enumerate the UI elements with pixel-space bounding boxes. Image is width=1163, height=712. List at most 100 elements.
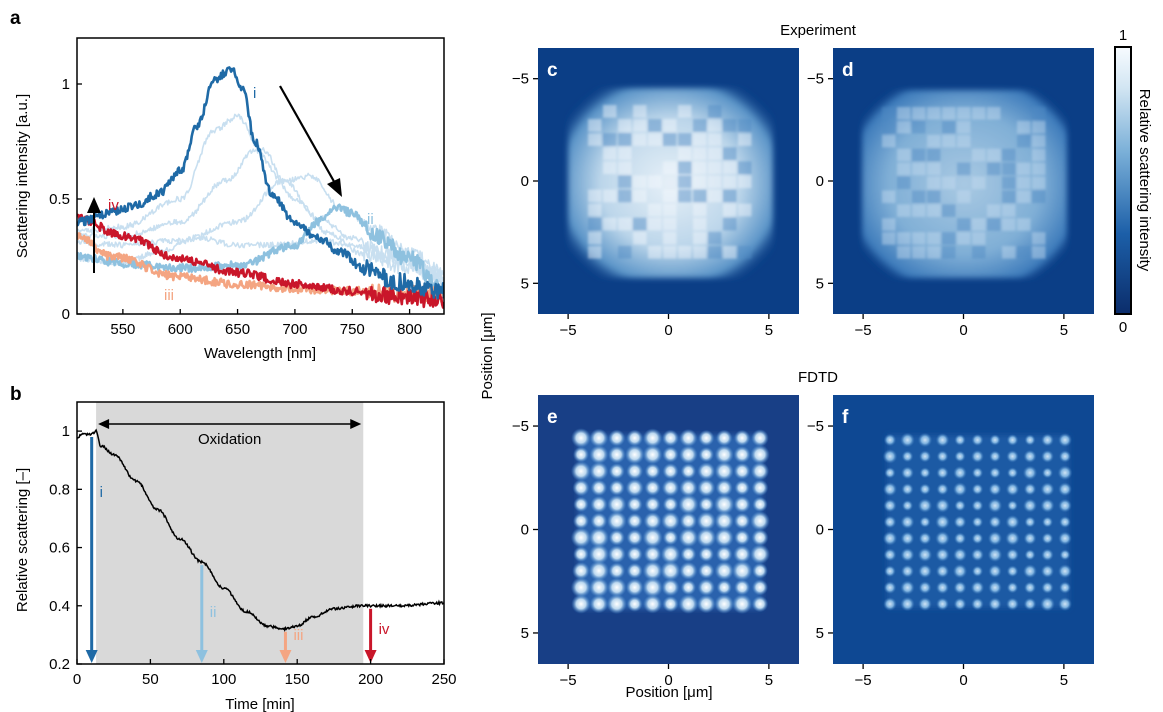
array-dot xyxy=(626,596,643,612)
array-dot xyxy=(1058,498,1072,513)
speckle xyxy=(618,189,632,203)
array-dot xyxy=(679,512,698,530)
spectrum-iv xyxy=(77,213,444,309)
array-dot xyxy=(608,429,626,447)
x-tick-label: 0 xyxy=(73,671,81,688)
speckle xyxy=(957,134,971,148)
array-dot xyxy=(953,597,967,611)
speckle xyxy=(693,175,707,189)
array-dot xyxy=(883,515,897,529)
array-dot xyxy=(989,450,1001,463)
array-dot xyxy=(900,564,915,578)
array-dot xyxy=(679,478,698,497)
array-dot xyxy=(900,580,915,595)
speckle xyxy=(633,189,647,203)
array-dot xyxy=(589,428,609,448)
array-dot xyxy=(589,445,609,465)
array-dot xyxy=(954,434,966,446)
speckle xyxy=(738,161,752,175)
speckle xyxy=(618,245,632,259)
map-e-dots xyxy=(570,428,770,615)
y-tick-label: 0.6 xyxy=(49,540,70,557)
array-dot xyxy=(678,494,699,515)
array-dot xyxy=(883,581,897,594)
array-dot xyxy=(901,450,914,463)
speckle xyxy=(882,134,896,148)
array-dot xyxy=(662,429,679,447)
experiment-title: Experiment xyxy=(780,22,857,39)
panel-a-x-ticks: 550 600 650 700 750 800 xyxy=(110,309,422,338)
speckle xyxy=(897,107,911,120)
speckle xyxy=(603,147,617,160)
spectrum-i xyxy=(77,66,444,300)
array-dot xyxy=(588,560,610,582)
map-y-tick-label: 5 xyxy=(521,625,529,642)
colorbar-max-label: 1 xyxy=(1119,27,1127,44)
oxidation-arrowhead-right xyxy=(350,419,362,429)
array-dot xyxy=(953,581,967,595)
panel-b-y-axis-label: Relative scattering [–] xyxy=(14,468,31,612)
speckle xyxy=(708,105,722,118)
speckle xyxy=(957,218,971,231)
speckle xyxy=(942,232,956,245)
marker-label-ii: ii xyxy=(210,604,217,621)
array-dot xyxy=(590,512,608,530)
colorbar-gradient xyxy=(1114,46,1132,315)
array-dot xyxy=(971,565,984,577)
array-dot xyxy=(970,580,985,595)
array-dot xyxy=(988,515,1002,529)
speckle xyxy=(663,189,677,203)
array-dot xyxy=(884,467,896,479)
array-dot xyxy=(988,482,1002,496)
array-dot xyxy=(679,561,698,580)
map-y-tick-label: −5 xyxy=(807,418,824,435)
map-f: f xyxy=(833,395,1094,664)
x-tick-label: 700 xyxy=(282,321,307,338)
array-dot xyxy=(971,532,984,545)
panel-a-rise-arrowhead xyxy=(87,197,101,213)
map-x-tick-label: 5 xyxy=(1060,322,1068,339)
array-dot xyxy=(588,544,610,565)
array-dot xyxy=(917,432,933,448)
speckle xyxy=(927,204,941,217)
speckle xyxy=(927,148,941,162)
array-dot xyxy=(697,478,716,497)
speckle xyxy=(927,246,941,259)
speckle xyxy=(1017,134,1031,148)
map-x-tick-label: −5 xyxy=(560,672,577,689)
array-dot xyxy=(935,547,950,562)
array-dot xyxy=(1041,516,1054,528)
panel-b-frame xyxy=(76,401,445,665)
array-dot xyxy=(733,462,751,480)
array-dot xyxy=(953,532,967,545)
panel-a-label-iv: iv xyxy=(108,197,119,214)
array-dot xyxy=(935,514,950,530)
speckle xyxy=(942,107,956,120)
map-d-grain xyxy=(882,107,1046,259)
array-dot xyxy=(1006,597,1019,611)
map-x-tick-label: −5 xyxy=(855,672,872,689)
oxidation-shaded-region xyxy=(96,402,364,664)
array-dot xyxy=(919,516,931,528)
array-dot xyxy=(1041,467,1054,479)
colorbar-label: Relative scattering intensity xyxy=(1136,89,1153,272)
array-dot xyxy=(900,547,915,562)
speckle xyxy=(708,161,722,175)
array-dot xyxy=(750,544,770,565)
speckle xyxy=(693,161,707,175)
speckle xyxy=(633,105,647,118)
array-dot xyxy=(572,512,590,530)
speckle xyxy=(663,231,677,245)
speckle xyxy=(603,133,617,146)
array-dot xyxy=(660,544,681,564)
array-dot xyxy=(1059,516,1071,528)
array-dot xyxy=(698,546,714,562)
speckle xyxy=(1002,162,1016,176)
speckle xyxy=(1032,232,1046,245)
speckle xyxy=(1032,162,1046,176)
array-dot xyxy=(1006,581,1019,594)
array-dot xyxy=(572,561,590,580)
array-dot xyxy=(1040,596,1055,612)
array-dot xyxy=(643,594,663,614)
